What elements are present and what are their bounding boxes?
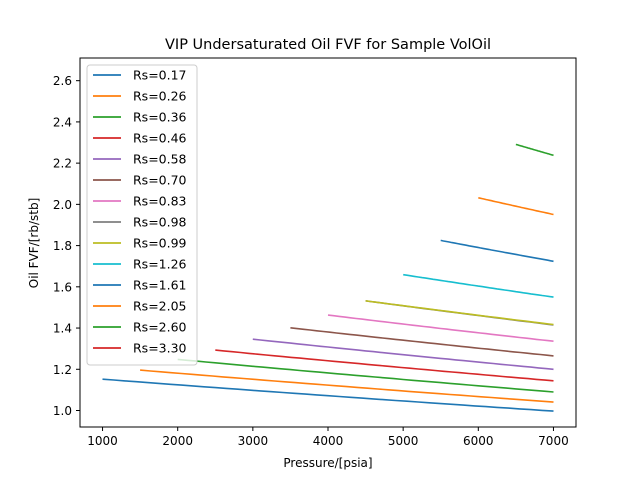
legend-label: Rs=0.36 — [133, 110, 187, 125]
series-line-12 — [478, 197, 554, 216]
y-tick-label: 2.6 — [53, 74, 72, 88]
x-axis-label: Pressure/[psia] — [283, 456, 372, 470]
legend-box — [86, 64, 198, 366]
series-line-11 — [440, 239, 554, 263]
y-axis: 1.0 1.2 1.4 1.6 1.8 2.0 2.2 2.4 2.6 — [53, 74, 80, 418]
y-axis-label: Oil FVF/[rb/stb] — [27, 198, 41, 289]
series-line-4 — [215, 349, 554, 382]
legend: Rs=0.17 Rs=0.26 Rs=0.36 Rs=0.46 Rs=0.58 Rs=0.… — [86, 64, 198, 366]
series-line-9 — [365, 300, 554, 326]
legend-label: Rs=1.26 — [133, 257, 187, 272]
legend-label: Rs=0.99 — [133, 236, 187, 251]
plot-area — [79, 57, 577, 428]
y-tick-label: 1.2 — [53, 363, 72, 377]
series-line-6 — [290, 327, 554, 357]
x-tick-label: 4000 — [313, 434, 344, 448]
x-tick-label: 1000 — [87, 434, 118, 448]
y-tick-label: 1.4 — [53, 322, 72, 336]
legend-label: Rs=2.05 — [133, 299, 187, 314]
series-line-5 — [252, 338, 554, 371]
y-tick-label: 1.0 — [53, 404, 72, 418]
y-tick-label: 1.8 — [53, 239, 72, 253]
series-line-2 — [140, 369, 554, 403]
legend-label: Rs=1.61 — [133, 278, 187, 293]
y-tick-label: 2.0 — [53, 198, 72, 212]
y-tick-label: 2.2 — [53, 157, 72, 171]
series-line-7 — [327, 314, 554, 342]
chart-title: VIP Undersaturated Oil FVF for Sample Vo… — [165, 37, 491, 53]
x-tick-label: 6000 — [463, 434, 494, 448]
y-tick-label: 1.6 — [53, 280, 72, 294]
series-line-1 — [102, 378, 554, 412]
legend-label: Rs=0.46 — [133, 131, 187, 146]
y-tick-label: 2.4 — [53, 115, 72, 129]
legend-label: Rs=0.83 — [133, 194, 187, 209]
legend-label: Rs=3.30 — [133, 341, 187, 356]
series-line-13 — [515, 143, 554, 157]
series-line-10 — [403, 273, 554, 298]
legend-label: Rs=0.26 — [133, 89, 187, 104]
x-axis: 1000 2000 3000 4000 5000 6000 7000 — [87, 427, 569, 448]
legend-label: Rs=0.17 — [133, 68, 187, 83]
legend-label: Rs=2.60 — [133, 320, 187, 335]
legend-label: Rs=0.98 — [133, 215, 187, 230]
legend-label: Rs=0.70 — [133, 173, 187, 188]
legend-label: Rs=0.58 — [133, 152, 187, 167]
x-tick-label: 2000 — [162, 434, 193, 448]
x-tick-label: 7000 — [538, 434, 569, 448]
x-tick-label: 5000 — [388, 434, 419, 448]
series-line-3 — [177, 358, 554, 393]
x-tick-label: 3000 — [238, 434, 269, 448]
